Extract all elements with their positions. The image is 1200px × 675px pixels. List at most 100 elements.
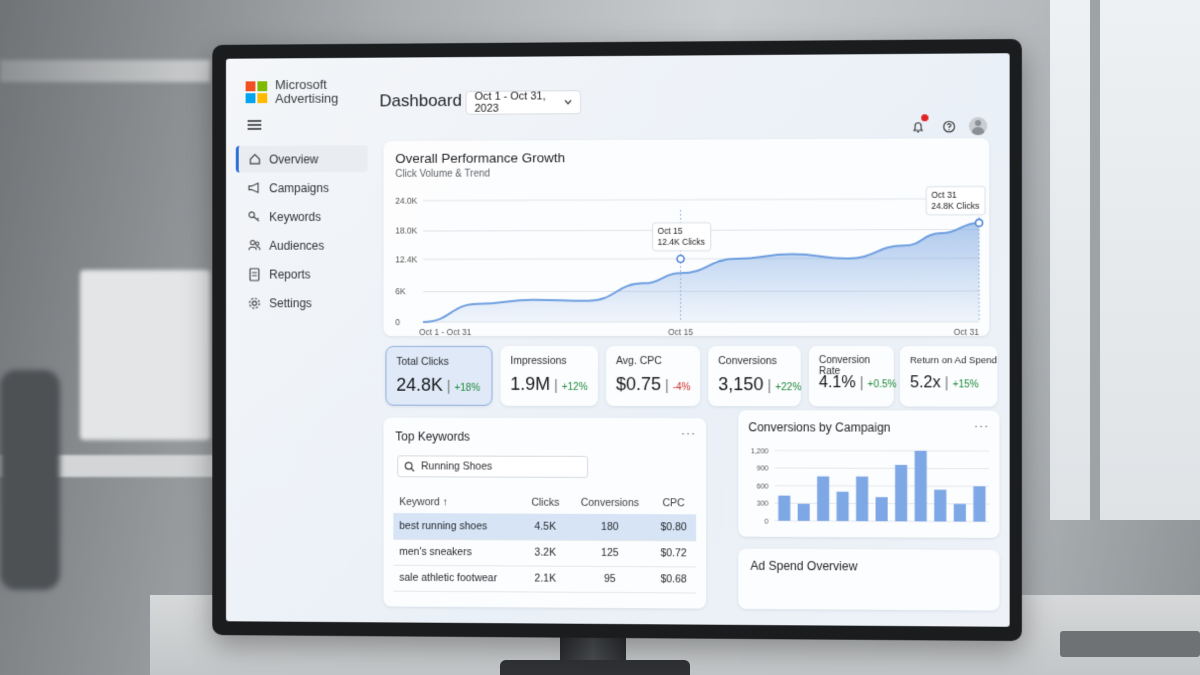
bar[interactable] <box>837 492 849 521</box>
sidebar-item-campaigns[interactable]: Campaigns <box>236 174 368 201</box>
document-icon <box>248 267 262 281</box>
kpi-value: 3,150 <box>718 374 763 394</box>
notifications-button[interactable] <box>908 116 928 136</box>
column-header-keyword[interactable]: Keyword ↑ <box>393 491 522 513</box>
bar[interactable] <box>934 490 946 522</box>
user-avatar[interactable] <box>969 117 987 135</box>
y-tick-label: 24.0K <box>395 196 417 206</box>
x-tick-label: Oct 31 <box>954 327 980 336</box>
y-tick-label: 600 <box>757 483 769 490</box>
megaphone-icon <box>248 181 262 195</box>
kpi-label: Avg. CPC <box>616 355 662 367</box>
kpi-value: $0.75 <box>616 374 661 394</box>
keywords-table: Keyword ↑ Clicks Conversions CPC best ru… <box>393 491 696 593</box>
bell-icon <box>912 120 924 133</box>
y-tick-label: 900 <box>757 466 769 473</box>
office-chair <box>0 370 60 590</box>
y-tick-label: 0 <box>395 317 400 327</box>
clicks-cell: 2.1K <box>522 565 569 591</box>
sidebar-item-reports[interactable]: Reports <box>236 260 368 287</box>
bar[interactable] <box>954 504 966 522</box>
clicks-cell: 3.2K <box>522 540 569 566</box>
kpi-card-conversions[interactable]: Conversions 3,150 | +22% <box>708 346 801 406</box>
kpi-card-avg-cpc[interactable]: Avg. CPC $0.75 | -4% <box>606 346 700 406</box>
y-tick-label: 18.0K <box>395 226 417 236</box>
bar[interactable] <box>973 486 985 521</box>
home-icon <box>248 152 262 166</box>
bar[interactable] <box>817 476 829 521</box>
ceiling-light <box>0 60 210 82</box>
brand-logo[interactable]: Microsoft Advertising <box>246 78 339 106</box>
kpi-value: 4.1% <box>819 374 856 391</box>
conversions-card: Conversions by Campaign ··· 0 300 600 900 1,… <box>738 410 999 538</box>
table-row[interactable]: sale athletic footwear 2.1K 95 $0.68 <box>393 565 696 593</box>
kpi-change: +0.5% <box>868 379 897 390</box>
bar[interactable] <box>856 476 868 521</box>
dashboard-screen: Microsoft Advertising Overview Campaigns <box>226 53 1010 627</box>
page-title: Dashboard <box>380 91 462 111</box>
keyword-search-input[interactable]: Running Shoes <box>397 455 588 478</box>
data-point-marker[interactable] <box>677 255 684 262</box>
date-range-picker[interactable]: Oct 1 - Oct 31, 2023 <box>466 90 581 115</box>
cpc-cell: $0.68 <box>651 566 696 592</box>
click-volume-chart[interactable]: 0 6K 12.4K 18.0K 24.0K Oct 1 - Oct 31 Oct 15 Oc… <box>383 138 989 336</box>
x-tick-label: Oct 15 <box>668 327 693 336</box>
kpi-change: +15% <box>953 379 979 390</box>
tooltip-value: 24.8K Clicks <box>931 201 979 211</box>
kpi-label: Return on Ad Spend <box>910 355 997 366</box>
kpi-card-total-clicks[interactable]: Total Clicks 24.8K | +18% <box>385 346 492 406</box>
gridline <box>775 486 990 487</box>
bar[interactable] <box>798 504 810 521</box>
key-icon <box>248 210 262 224</box>
sidebar-item-audiences[interactable]: Audiences <box>236 232 368 259</box>
brand-name-line2: Advertising <box>275 92 338 106</box>
conversions-cell: 95 <box>569 566 651 592</box>
column-header-conversions[interactable]: Conversions <box>569 492 651 514</box>
bar[interactable] <box>915 451 927 522</box>
kpi-card-impressions[interactable]: Impressions 1.9M | +12% <box>500 346 598 406</box>
notification-badge <box>921 114 928 121</box>
cpc-cell: $0.80 <box>651 514 696 540</box>
people-icon <box>248 238 262 252</box>
top-keywords-card: Top Keywords ··· Running Shoes Keyword ↑… <box>383 418 706 609</box>
more-options-button[interactable]: ··· <box>681 426 696 440</box>
y-tick-label: 6K <box>395 287 406 297</box>
sidebar-item-settings[interactable]: Settings <box>236 289 368 316</box>
bar[interactable] <box>778 496 790 521</box>
table-row[interactable]: men's sneakers 3.2K 125 $0.72 <box>393 539 696 567</box>
sidebar-item-keywords[interactable]: Keywords <box>236 203 368 230</box>
sidebar: Microsoft Advertising Overview Campaigns <box>226 58 374 623</box>
gear-icon <box>248 296 262 310</box>
help-button[interactable] <box>938 116 958 136</box>
y-tick-label: 1,200 <box>751 448 769 455</box>
sidebar-item-label: Reports <box>269 267 310 281</box>
kpi-label: Total Clicks <box>396 356 449 368</box>
sidebar-item-overview[interactable]: Overview <box>236 145 368 172</box>
table-row[interactable]: best running shoes 4.5K 180 $0.80 <box>393 513 696 540</box>
conversions-cell: 125 <box>569 540 651 566</box>
laptop <box>1060 631 1200 657</box>
keyword-cell: sale athletic footwear <box>393 565 522 592</box>
monitor: Microsoft Advertising Overview Campaigns <box>212 39 1022 641</box>
kpi-change: -4% <box>673 382 691 393</box>
column-header-clicks[interactable]: Clicks <box>522 492 569 514</box>
keyword-cell: best running shoes <box>393 513 522 539</box>
menu-toggle-icon[interactable] <box>248 120 262 130</box>
chevron-down-icon <box>564 96 572 108</box>
conversions-cell: 180 <box>569 514 651 540</box>
y-tick-label: 0 <box>765 519 769 526</box>
y-tick-label: 12.4K <box>395 254 417 264</box>
help-icon <box>942 120 955 133</box>
conversions-bar-chart[interactable]: 0 300 600 900 1,200 <box>738 410 999 538</box>
office-window <box>1050 0 1200 520</box>
bar[interactable] <box>895 465 907 521</box>
gridline <box>775 450 990 451</box>
column-header-cpc[interactable]: CPC <box>651 492 696 514</box>
data-point-marker[interactable] <box>976 219 983 226</box>
kpi-card-conversion-rate[interactable]: Conversion Rate 4.1% | +0.5% <box>809 346 894 406</box>
microsoft-logo-icon <box>246 81 268 103</box>
y-tick-label: 300 <box>757 501 769 508</box>
search-icon <box>404 461 415 472</box>
kpi-card-roas[interactable]: Return on Ad Spend 5.2x | +15% <box>900 346 998 407</box>
bar[interactable] <box>876 497 888 521</box>
